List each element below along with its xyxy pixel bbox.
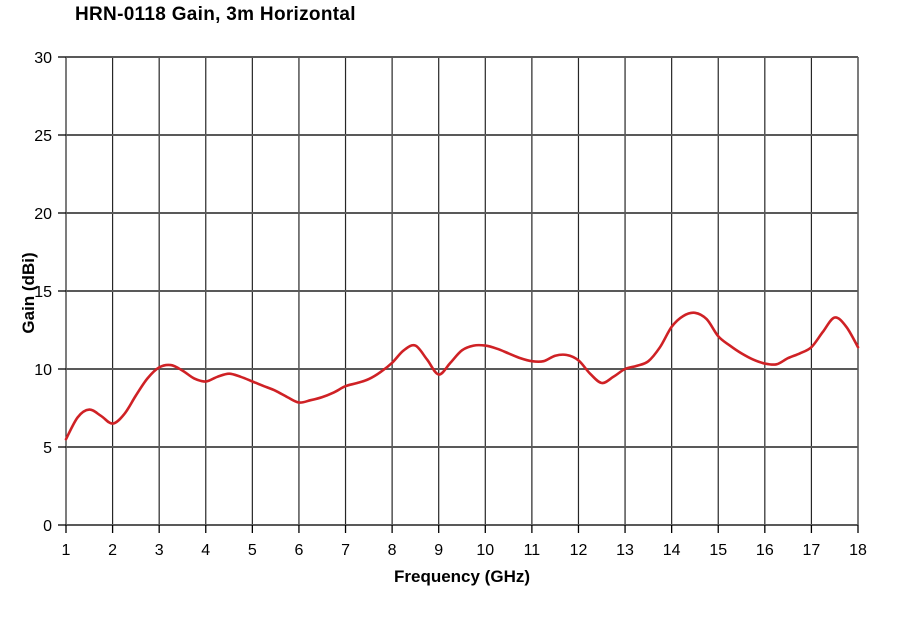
x-tick-label: 8	[388, 542, 397, 559]
x-tick-label: 2	[108, 542, 117, 559]
chart-title: HRN-0118 Gain, 3m Horizontal	[75, 4, 356, 25]
x-tick-label: 12	[570, 542, 588, 559]
x-tick-label: 16	[756, 542, 774, 559]
x-tick-label: 9	[434, 542, 443, 559]
y-tick-label: 0	[43, 518, 52, 535]
y-axis-label: Gain (dBi)	[19, 252, 38, 333]
y-tick-label: 10	[34, 362, 52, 379]
x-tick-label: 13	[616, 542, 634, 559]
gridlines	[65, 56, 859, 526]
x-tick-label: 7	[341, 542, 350, 559]
y-tick-label: 30	[34, 50, 52, 67]
x-tick-label: 5	[248, 542, 257, 559]
y-tick-label: 20	[34, 206, 52, 223]
x-tick-label: 18	[849, 542, 867, 559]
x-tick-label: 11	[524, 542, 541, 559]
x-tick-label: 1	[62, 542, 71, 559]
x-tick-label: 4	[201, 542, 210, 559]
gain-curve	[64, 311, 860, 441]
x-tick-label: 17	[803, 542, 821, 559]
x-tick-label: 10	[476, 542, 494, 559]
x-tick-label: 3	[155, 542, 164, 559]
x-tick-label: 14	[663, 542, 681, 559]
y-tick-label: 15	[34, 284, 52, 301]
x-axis-label: Frequency (GHz)	[394, 567, 530, 586]
axis-ticks	[58, 56, 859, 533]
x-tick-labels: 1 2 3 4 5 6 7 8 9 10 11 12 13 14 15 16 17 18	[62, 542, 867, 559]
x-tick-label: 6	[294, 542, 303, 559]
y-tick-label: 5	[43, 440, 52, 457]
y-tick-label: 25	[34, 128, 52, 145]
y-tick-labels: 0 5 10 15 20 25 30	[34, 50, 52, 535]
x-tick-label: 15	[709, 542, 727, 559]
